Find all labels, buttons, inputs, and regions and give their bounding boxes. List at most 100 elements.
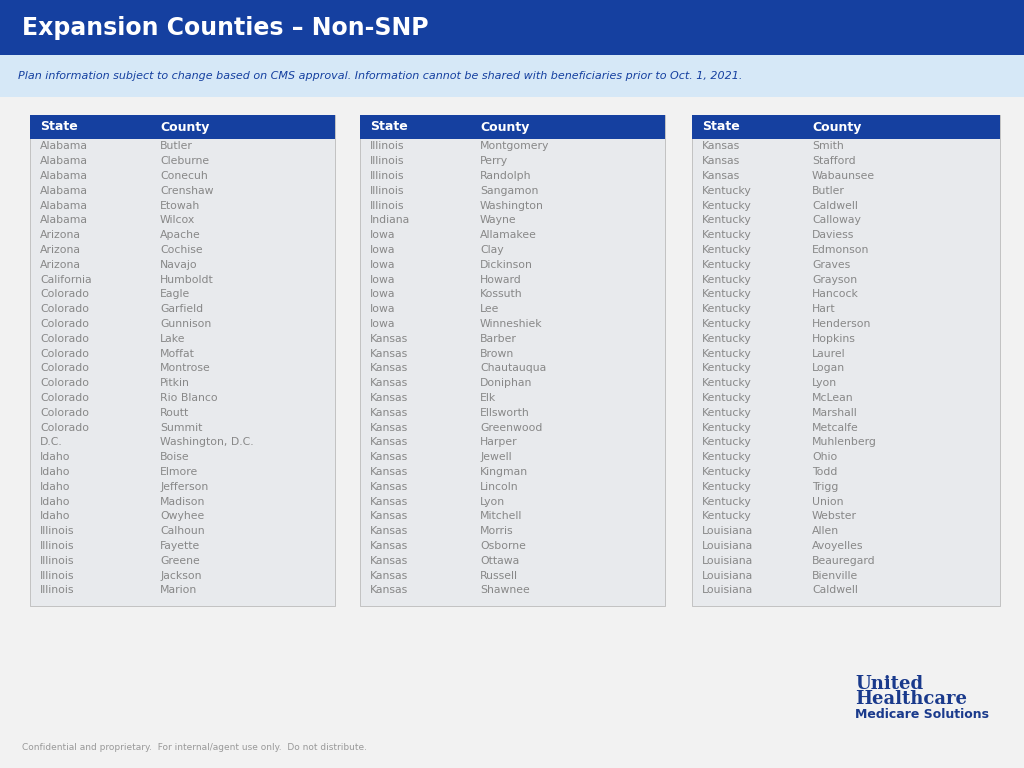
- Text: Iowa: Iowa: [370, 275, 395, 285]
- Text: Ottawa: Ottawa: [480, 556, 519, 566]
- Text: Kansas: Kansas: [702, 156, 740, 166]
- Text: Muhlenberg: Muhlenberg: [812, 438, 877, 448]
- Text: Kentucky: Kentucky: [702, 497, 752, 507]
- Text: Marion: Marion: [160, 585, 198, 595]
- Text: Summit: Summit: [160, 422, 203, 432]
- Text: Kansas: Kansas: [370, 408, 409, 418]
- Text: Logan: Logan: [812, 363, 845, 373]
- Text: Illinois: Illinois: [370, 186, 404, 196]
- Text: Kansas: Kansas: [370, 497, 409, 507]
- Text: Kossuth: Kossuth: [480, 290, 522, 300]
- Text: Kentucky: Kentucky: [702, 349, 752, 359]
- Text: Union: Union: [812, 497, 844, 507]
- Text: Butler: Butler: [160, 141, 193, 151]
- Text: Colorado: Colorado: [40, 290, 89, 300]
- Text: Apache: Apache: [160, 230, 201, 240]
- Text: Etowah: Etowah: [160, 200, 201, 210]
- Text: Perry: Perry: [480, 156, 508, 166]
- Text: Wayne: Wayne: [480, 215, 517, 225]
- Bar: [360, 115, 665, 139]
- Text: Mitchell: Mitchell: [480, 511, 522, 521]
- Text: Calhoun: Calhoun: [160, 526, 205, 536]
- Text: Colorado: Colorado: [40, 349, 89, 359]
- Text: Colorado: Colorado: [40, 334, 89, 344]
- Text: Elk: Elk: [480, 393, 497, 403]
- Text: Arizona: Arizona: [40, 260, 81, 270]
- Text: Kansas: Kansas: [370, 378, 409, 388]
- Text: Ohio: Ohio: [812, 452, 838, 462]
- Text: Boise: Boise: [160, 452, 189, 462]
- Text: Kentucky: Kentucky: [702, 215, 752, 225]
- Text: Medicare Solutions: Medicare Solutions: [855, 707, 989, 720]
- Text: Moffat: Moffat: [160, 349, 195, 359]
- Text: State: State: [702, 121, 739, 134]
- Text: Stafford: Stafford: [812, 156, 856, 166]
- Text: Washington, D.C.: Washington, D.C.: [160, 438, 254, 448]
- Text: Colorado: Colorado: [40, 393, 89, 403]
- Text: Montrose: Montrose: [160, 363, 211, 373]
- Text: Kentucky: Kentucky: [702, 438, 752, 448]
- Text: Alabama: Alabama: [40, 141, 88, 151]
- Text: Kentucky: Kentucky: [702, 482, 752, 492]
- Text: California: California: [40, 275, 91, 285]
- Text: Kansas: Kansas: [370, 541, 409, 551]
- Text: Greenwood: Greenwood: [480, 422, 543, 432]
- Text: Cleburne: Cleburne: [160, 156, 209, 166]
- Text: Kentucky: Kentucky: [702, 290, 752, 300]
- Text: Routt: Routt: [160, 408, 189, 418]
- Text: Rio Blanco: Rio Blanco: [160, 393, 218, 403]
- Text: Caldwell: Caldwell: [812, 585, 858, 595]
- Text: Butler: Butler: [812, 186, 845, 196]
- Text: Illinois: Illinois: [40, 541, 75, 551]
- FancyBboxPatch shape: [30, 115, 335, 606]
- Text: Idaho: Idaho: [40, 467, 71, 477]
- Text: Kansas: Kansas: [370, 452, 409, 462]
- Text: Louisiana: Louisiana: [702, 556, 754, 566]
- Text: Eagle: Eagle: [160, 290, 190, 300]
- Text: Metcalfe: Metcalfe: [812, 422, 859, 432]
- Text: Colorado: Colorado: [40, 378, 89, 388]
- Text: Alabama: Alabama: [40, 200, 88, 210]
- Text: Allamakee: Allamakee: [480, 230, 537, 240]
- Text: Kentucky: Kentucky: [702, 378, 752, 388]
- Text: Idaho: Idaho: [40, 497, 71, 507]
- Text: Brown: Brown: [480, 349, 514, 359]
- Text: Shawnee: Shawnee: [480, 585, 529, 595]
- Text: Wabaunsee: Wabaunsee: [812, 171, 876, 181]
- Text: Kentucky: Kentucky: [702, 200, 752, 210]
- Text: Kentucky: Kentucky: [702, 186, 752, 196]
- Text: Humboldt: Humboldt: [160, 275, 214, 285]
- Text: Howard: Howard: [480, 275, 522, 285]
- Text: State: State: [40, 121, 78, 134]
- Bar: [0, 97, 1024, 768]
- Text: Kentucky: Kentucky: [702, 511, 752, 521]
- Text: Ellsworth: Ellsworth: [480, 408, 529, 418]
- Text: Alabama: Alabama: [40, 171, 88, 181]
- Text: Fayette: Fayette: [160, 541, 201, 551]
- Text: Garfield: Garfield: [160, 304, 203, 314]
- Text: Washington: Washington: [480, 200, 544, 210]
- Text: Iowa: Iowa: [370, 304, 395, 314]
- Text: Colorado: Colorado: [40, 319, 89, 329]
- Text: Colorado: Colorado: [40, 304, 89, 314]
- Text: Idaho: Idaho: [40, 511, 71, 521]
- Text: Colorado: Colorado: [40, 363, 89, 373]
- Text: Alabama: Alabama: [40, 215, 88, 225]
- Text: Avoyelles: Avoyelles: [812, 541, 863, 551]
- Text: Kansas: Kansas: [370, 571, 409, 581]
- Text: Trigg: Trigg: [812, 482, 839, 492]
- Text: Osborne: Osborne: [480, 541, 526, 551]
- Text: Kansas: Kansas: [370, 482, 409, 492]
- Text: Louisiana: Louisiana: [702, 571, 754, 581]
- Text: Colorado: Colorado: [40, 408, 89, 418]
- Text: Illinois: Illinois: [40, 556, 75, 566]
- Text: Illinois: Illinois: [370, 171, 404, 181]
- Text: Kansas: Kansas: [702, 171, 740, 181]
- Text: Dickinson: Dickinson: [480, 260, 532, 270]
- Text: Sangamon: Sangamon: [480, 186, 539, 196]
- Text: Jefferson: Jefferson: [160, 482, 208, 492]
- Text: Webster: Webster: [812, 511, 857, 521]
- Text: Jewell: Jewell: [480, 452, 512, 462]
- Text: Conecuh: Conecuh: [160, 171, 208, 181]
- Text: Louisiana: Louisiana: [702, 585, 754, 595]
